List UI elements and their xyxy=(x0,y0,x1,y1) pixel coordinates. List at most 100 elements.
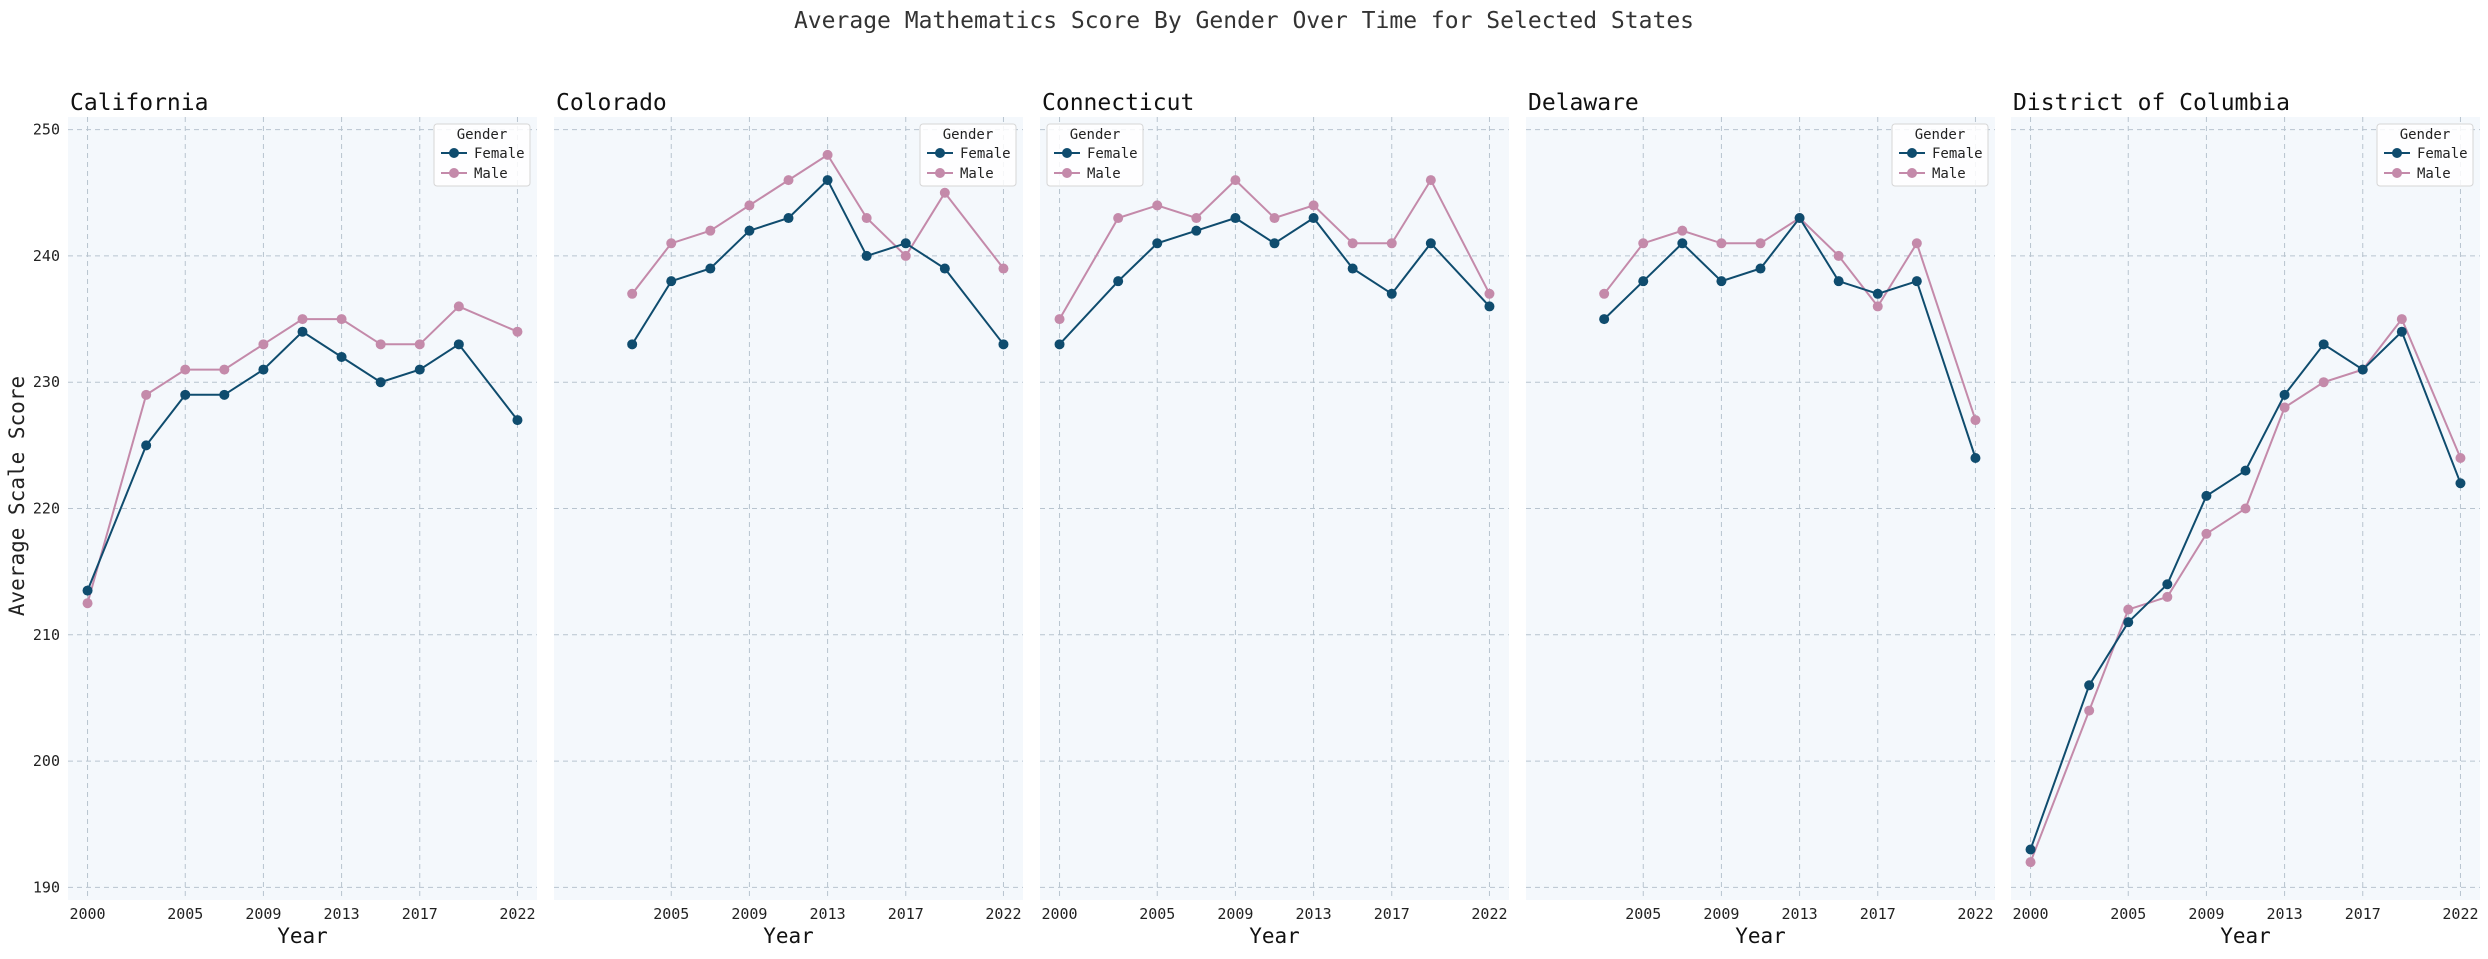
figure-ylabel: Average Scale Score xyxy=(5,376,29,616)
x-tick-label: 2000 xyxy=(69,905,105,923)
data-point-male xyxy=(82,598,93,609)
data-point-female xyxy=(297,326,308,337)
data-point-male xyxy=(1152,200,1163,211)
x-tick-label: 2017 xyxy=(1374,905,1410,923)
panel-2: Connecticut 2000 2005 2009 2013 2017 2022 Year G… xyxy=(1040,90,1509,948)
data-point-female xyxy=(1191,225,1202,236)
x-tick-label: 2022 xyxy=(1471,905,1507,923)
x-tick-label: 2017 xyxy=(1860,905,1896,923)
data-point-male xyxy=(1308,200,1319,211)
data-point-male xyxy=(2084,705,2095,716)
data-point-female xyxy=(2396,326,2407,337)
panel-title: Connecticut xyxy=(1042,90,1194,116)
data-point-female xyxy=(666,276,677,287)
data-point-male xyxy=(2318,377,2329,388)
data-point-male xyxy=(744,200,755,211)
panel-1: Colorado 2005 2009 2013 2017 2022 Year Gender Fe… xyxy=(554,90,1023,948)
data-point-female xyxy=(1833,276,1844,287)
data-point-female xyxy=(998,339,1009,350)
legend-title: Gender xyxy=(1915,127,1966,143)
data-point-male xyxy=(2025,857,2036,868)
data-point-male xyxy=(822,149,833,160)
data-point-male xyxy=(939,187,950,198)
x-tick-label: 2013 xyxy=(1296,905,1332,923)
data-point-female xyxy=(783,213,794,224)
data-point-male xyxy=(783,175,794,186)
data-point-male xyxy=(375,339,386,350)
data-point-male xyxy=(1970,415,1981,426)
legend-swatch-marker xyxy=(935,168,945,178)
data-point-female xyxy=(939,263,950,274)
data-point-male xyxy=(705,225,716,236)
x-tick-label: 2009 xyxy=(1703,905,1739,923)
data-point-female xyxy=(861,250,872,261)
legend-entry-female: Female xyxy=(2417,146,2468,162)
data-point-male xyxy=(1230,175,1241,186)
data-point-male xyxy=(900,250,911,261)
data-point-male xyxy=(1347,238,1358,249)
data-point-male xyxy=(1113,213,1124,224)
y-tick-label: 220 xyxy=(33,500,60,518)
x-tick-label: 2017 xyxy=(402,905,438,923)
legend-entry-female: Female xyxy=(1087,146,1138,162)
y-tick-label: 250 xyxy=(33,121,60,139)
data-point-male xyxy=(2201,528,2212,539)
x-tick-label: 2005 xyxy=(167,905,203,923)
y-tick-label: 190 xyxy=(33,878,60,896)
data-point-male xyxy=(861,213,872,224)
legend-swatch-marker xyxy=(1062,168,1072,178)
data-point-female xyxy=(414,364,425,375)
data-point-female xyxy=(1638,276,1649,287)
legend-swatch-marker xyxy=(2392,168,2402,178)
y-tick-label: 200 xyxy=(33,752,60,770)
legend-swatch-marker xyxy=(935,148,945,158)
data-point-male xyxy=(1677,225,1688,236)
x-tick-label: 2005 xyxy=(2110,905,2146,923)
legend-entry-male: Male xyxy=(1087,166,1121,182)
data-point-female xyxy=(2455,478,2466,489)
legend-entry-male: Male xyxy=(474,166,508,182)
data-point-male xyxy=(1054,314,1065,325)
panel-4: District of Columbia 2000 2005 2009 2013 2017… xyxy=(2011,90,2480,948)
legend-title: Gender xyxy=(2400,127,2451,143)
x-tick-label: 2022 xyxy=(985,905,1021,923)
data-point-female xyxy=(1716,276,1727,287)
legend-entry-male: Male xyxy=(1932,166,1966,182)
series-line-male xyxy=(631,153,1005,295)
x-tick-label: 2009 xyxy=(2188,905,2224,923)
data-point-female xyxy=(705,263,716,274)
x-tick-label: 2013 xyxy=(2267,905,2303,923)
x-axis-label: Year xyxy=(763,924,814,948)
data-point-female xyxy=(1347,263,1358,274)
data-point-female xyxy=(1970,452,1981,463)
legend-swatch-marker xyxy=(449,168,459,178)
x-tick-label: 2000 xyxy=(1041,905,1077,923)
data-point-female xyxy=(512,415,523,426)
legend-swatch-marker xyxy=(1907,168,1917,178)
data-point-female xyxy=(2318,339,2329,350)
data-point-female xyxy=(1484,301,1495,312)
data-point-female xyxy=(822,175,833,186)
data-point-female xyxy=(744,225,755,236)
x-axis-label: Year xyxy=(1249,924,1300,948)
data-point-female xyxy=(1425,238,1436,249)
x-tick-label: 2000 xyxy=(2012,905,2048,923)
data-point-female xyxy=(258,364,269,375)
panel-0: California 190 200 210 220 230 240 250 2000 2005 2… xyxy=(33,90,537,948)
x-axis-label: Year xyxy=(1735,924,1786,948)
data-point-male xyxy=(297,314,308,325)
legend: Gender Female Male xyxy=(1891,123,1989,187)
data-point-male xyxy=(414,339,425,350)
data-point-female xyxy=(1599,314,1610,325)
data-point-female xyxy=(1911,276,1922,287)
legend-entry-female: Female xyxy=(474,146,525,162)
x-tick-label: 2022 xyxy=(499,905,535,923)
panel-3: Delaware 2005 2009 2013 2017 2022 Year Gender Fe… xyxy=(1526,90,1995,948)
data-point-female xyxy=(219,389,230,400)
legend: Gender Female Male xyxy=(433,123,531,187)
x-tick-label: 2017 xyxy=(888,905,924,923)
data-point-female xyxy=(2201,490,2212,501)
figure-suptitle: Average Mathematics Score By Gender Over… xyxy=(794,8,1694,34)
x-tick-label: 2005 xyxy=(1625,905,1661,923)
